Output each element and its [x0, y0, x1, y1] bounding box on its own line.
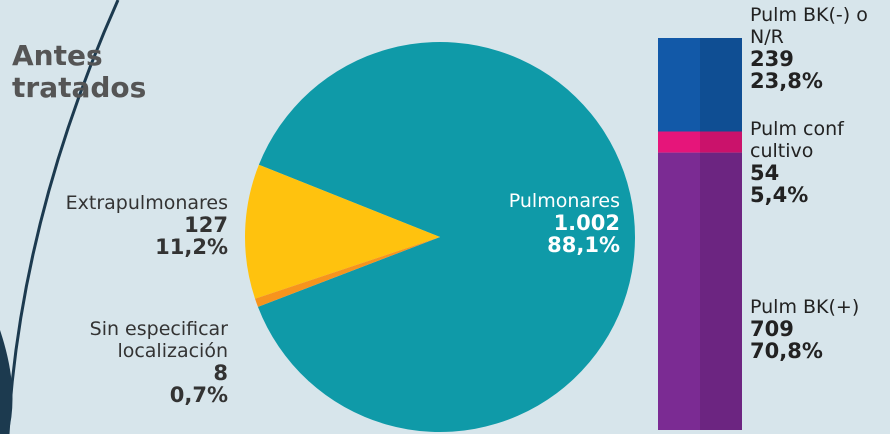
percent-label: 88,1%	[547, 233, 620, 257]
value-label: 54	[750, 161, 780, 185]
pie-slice	[255, 237, 440, 307]
bar-shade	[700, 152, 742, 430]
bar-shade	[700, 38, 742, 132]
slice-label: Pulmonares 1.002 88,1%	[440, 190, 620, 256]
pie-slice	[245, 164, 440, 299]
category-label: Sin especificar localización	[89, 318, 228, 362]
category-label: Pulmonares	[508, 190, 620, 212]
percent-label: 11,2%	[155, 235, 228, 259]
value-label: 1.002	[553, 211, 620, 235]
value-label: 127	[184, 213, 228, 237]
bar-segment	[658, 131, 742, 153]
segment-label: Pulm BK(+) 709 70,8%	[750, 296, 880, 362]
legend-label: Pulm conf cultivo	[750, 118, 844, 162]
slice-label: Extrapulmonares 127 11,2%	[0, 192, 228, 258]
title: Antes tratados	[12, 39, 147, 104]
value-label: 8	[213, 361, 228, 385]
bar-shade	[700, 131, 742, 153]
category-label: Extrapulmonares	[65, 192, 228, 214]
segment-label: Pulm conf cultivo 54 5,4%	[750, 118, 880, 206]
bar-segment	[658, 152, 742, 430]
value-label: 239	[750, 47, 794, 71]
bar-segment	[658, 38, 742, 132]
slice-label: Sin especificar localización 8 0,7%	[20, 318, 228, 406]
percent-label: 5,4%	[750, 183, 809, 207]
segment-label: Pulm BK(-) o N/R 239 23,8%	[750, 4, 880, 92]
value-label: 709	[750, 317, 794, 341]
percent-label: 70,8%	[750, 339, 823, 363]
pie-slice	[257, 42, 635, 433]
decor-arc	[0, 330, 13, 434]
legend-label: Pulm BK(+)	[750, 296, 860, 318]
legend-label: Pulm BK(-) o N/R	[750, 4, 868, 48]
percent-label: 0,7%	[169, 383, 228, 407]
percent-label: 23,8%	[750, 69, 823, 93]
decor-arc	[6, 0, 120, 434]
